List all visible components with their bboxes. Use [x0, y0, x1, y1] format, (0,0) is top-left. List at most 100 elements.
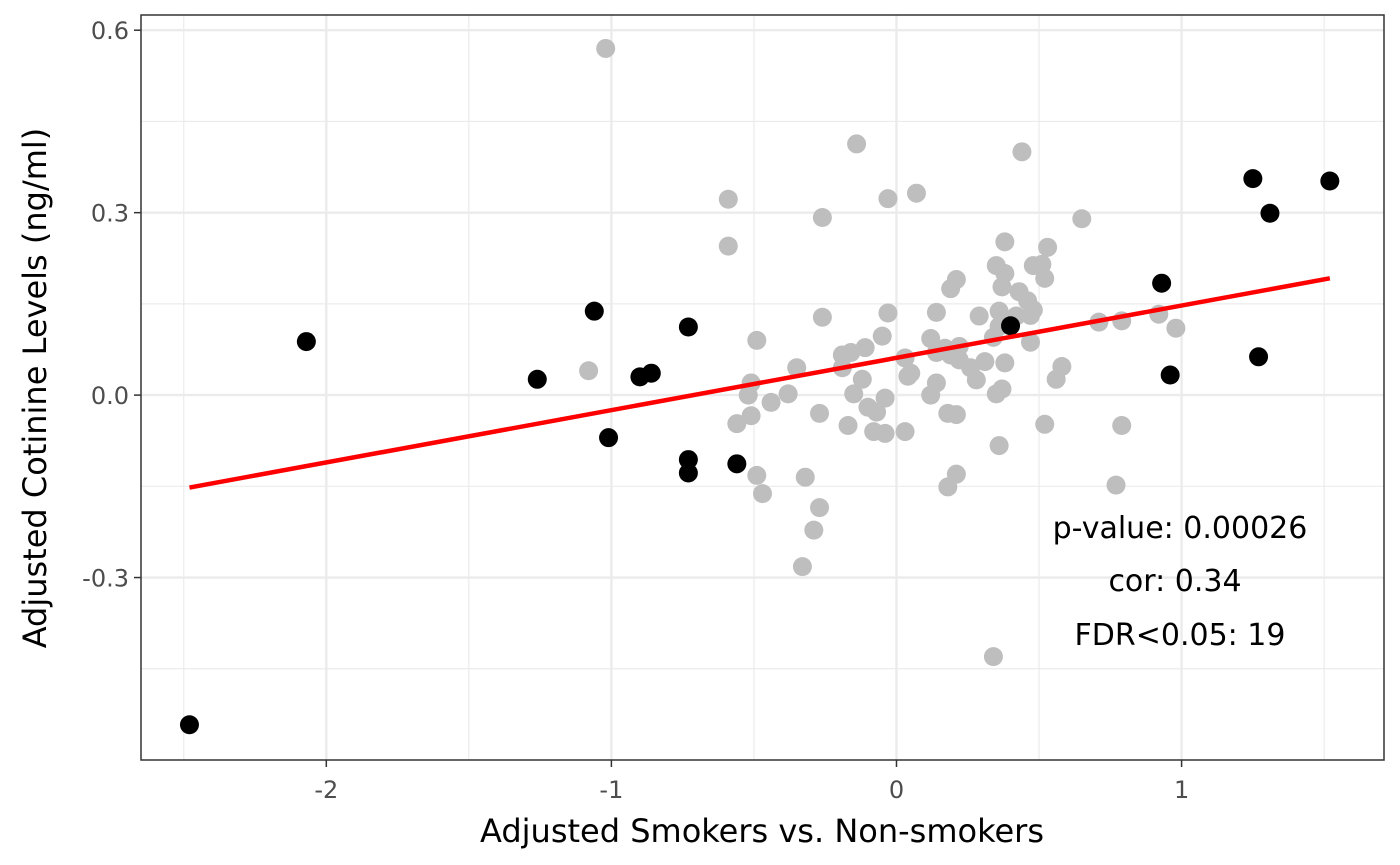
- data-point: [753, 484, 772, 504]
- data-point: [875, 388, 895, 408]
- data-point: [995, 353, 1015, 373]
- significant-point: [179, 715, 199, 735]
- data-point: [855, 338, 875, 358]
- data-point: [787, 358, 807, 378]
- significant-point: [641, 363, 661, 383]
- annotation-block: p-value: 0.00026 cor: 0.34 FDR<0.05: 19: [1053, 511, 1308, 653]
- data-point: [761, 392, 781, 412]
- data-point: [1020, 305, 1040, 325]
- data-point: [878, 303, 898, 323]
- annotation-fdr: FDR<0.05: 19: [1075, 618, 1286, 653]
- data-point: [1046, 369, 1066, 389]
- regression-line-group: [189, 276, 1331, 490]
- significant-point: [296, 332, 316, 352]
- data-point: [795, 467, 815, 487]
- data-point: [906, 183, 926, 203]
- x-tick-label: -1: [599, 776, 623, 804]
- data-point: [969, 306, 989, 326]
- data-point: [989, 301, 1009, 321]
- data-point: [778, 384, 798, 404]
- significant-point: [584, 301, 604, 321]
- x-tick-label: -2: [314, 776, 338, 804]
- data-point: [804, 520, 824, 540]
- x-tick-label: 1: [1174, 776, 1189, 804]
- data-point: [989, 436, 1009, 456]
- data-point: [1038, 237, 1058, 257]
- data-point: [792, 557, 812, 577]
- panel-background: [141, 15, 1384, 760]
- significant-point: [678, 317, 698, 337]
- data-point: [812, 208, 832, 228]
- data-point: [895, 422, 915, 442]
- data-point: [938, 477, 958, 497]
- data-point: [898, 366, 918, 386]
- data-point: [1012, 142, 1032, 162]
- data-point: [986, 384, 1006, 404]
- y-tick-label: 0.0: [91, 382, 129, 410]
- annotation-p-value: p-value: 0.00026: [1053, 511, 1308, 546]
- data-point: [727, 414, 747, 434]
- data-point: [946, 405, 966, 425]
- data-point: [1166, 318, 1186, 338]
- significant-point: [727, 454, 747, 474]
- data-point: [966, 370, 986, 390]
- significant-points: [179, 169, 1340, 735]
- data-point: [747, 330, 767, 350]
- data-point: [1035, 414, 1055, 434]
- data-point: [844, 384, 864, 404]
- significant-point: [678, 450, 698, 470]
- data-point: [1106, 475, 1126, 495]
- data-point: [810, 403, 830, 423]
- data-point: [596, 38, 616, 58]
- annotation-cor: cor: 0.34: [1108, 564, 1241, 599]
- data-point: [926, 302, 946, 322]
- non-significant-points: [579, 38, 1186, 667]
- data-point: [810, 498, 830, 518]
- y-axis-title: Adjusted Cotinine Levels (ng/ml): [16, 128, 54, 649]
- data-point: [921, 385, 941, 405]
- y-tick-label: 0.3: [91, 200, 129, 228]
- data-point: [838, 416, 858, 436]
- data-point: [1072, 209, 1092, 229]
- data-point: [983, 647, 1003, 667]
- data-point: [875, 423, 895, 443]
- data-point: [852, 369, 872, 389]
- data-point: [1020, 332, 1040, 352]
- data-point: [741, 406, 761, 426]
- data-point: [747, 465, 767, 485]
- data-point: [867, 402, 887, 422]
- significant-point: [1160, 365, 1180, 385]
- y-tick-label: 0.6: [91, 17, 129, 45]
- data-point: [579, 361, 599, 381]
- major-gridlines: [141, 15, 1384, 760]
- significant-point: [527, 369, 547, 389]
- data-point: [992, 277, 1012, 297]
- significant-point: [678, 463, 698, 483]
- data-point: [872, 326, 892, 346]
- data-point: [718, 236, 738, 256]
- x-axis-ticks: -2 -1 0 1: [314, 760, 1189, 804]
- significant-point: [1243, 169, 1263, 189]
- x-axis-title: Adjusted Smokers vs. Non-smokers: [480, 812, 1044, 850]
- data-point: [847, 134, 867, 154]
- y-axis-ticks: -0.3 0.0 0.3 0.6: [82, 17, 141, 593]
- panel-border: [140, 14, 1385, 761]
- significant-point: [1260, 203, 1280, 223]
- data-point: [941, 279, 961, 299]
- data-point: [812, 307, 832, 327]
- significant-point: [1152, 273, 1172, 293]
- significant-point: [1249, 347, 1269, 367]
- data-point: [995, 232, 1015, 252]
- significant-point: [1001, 316, 1021, 336]
- data-point: [1035, 268, 1055, 288]
- data-point: [975, 352, 995, 372]
- regression-line: [189, 276, 1331, 490]
- significant-point: [1320, 171, 1340, 191]
- data-point: [738, 385, 758, 405]
- data-point: [878, 189, 898, 209]
- x-tick-label: 0: [889, 776, 904, 804]
- y-tick-label: -0.3: [82, 565, 129, 593]
- data-point: [1112, 416, 1132, 436]
- significant-point: [599, 428, 619, 448]
